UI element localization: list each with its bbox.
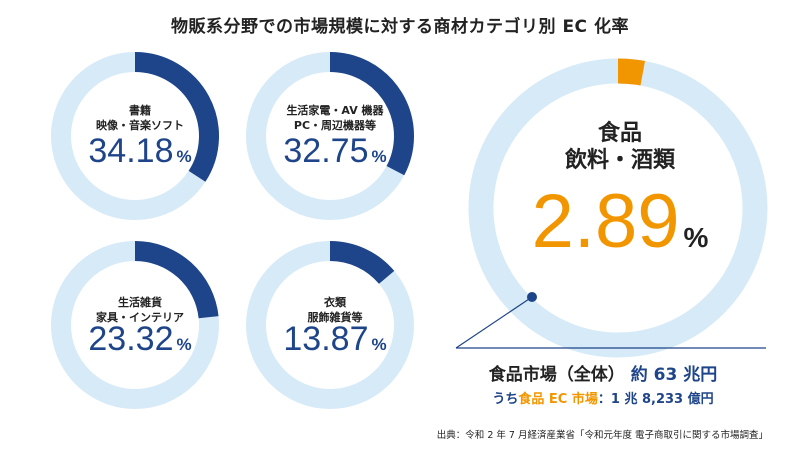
percent-sign: % xyxy=(176,147,192,166)
donut-value: 13.87 xyxy=(283,320,369,358)
food-market-total: 食品市場（全体） 約 63 兆円 xyxy=(458,360,748,385)
source-note: 出典：令和 2 年 7 月経済産業省「令和元年度 電子商取引に関する市場調査」 xyxy=(436,430,768,441)
percent-sign: % xyxy=(371,335,387,354)
donut-arc-2 xyxy=(329,52,414,176)
category-line-1: 衣類 xyxy=(324,296,346,309)
category-line-2: 映像・音楽ソフト xyxy=(96,119,184,132)
donut-arc-3 xyxy=(134,241,219,319)
leader-dot xyxy=(527,292,537,302)
category-line-1: 書籍 xyxy=(129,104,151,117)
market-sub-prefix: うち xyxy=(492,392,519,407)
donut-value: 32.75 xyxy=(283,132,369,170)
donut-category-label: 衣類 服飾雑貨等 xyxy=(255,295,415,325)
category-line-1: 生活雑貨 xyxy=(118,296,162,309)
market-sub-label: 食品 EC 市場 xyxy=(518,392,598,407)
percent-sign: % xyxy=(683,222,709,253)
category-line-2: 服飾雑貨等 xyxy=(307,311,363,324)
percent-sign: % xyxy=(176,335,192,354)
donut-category-label: 生活雑貨 家具・インテリア xyxy=(60,295,220,325)
donut-value-label: 32.75% xyxy=(250,132,420,171)
donut-value-label: 34.18% xyxy=(55,132,225,171)
donut-value: 2.89 xyxy=(531,179,680,264)
category-line-2: 家具・インテリア xyxy=(96,311,184,324)
donut-value: 34.18 xyxy=(88,132,174,170)
big-donut-category-label: 食品 飲料・酒類 xyxy=(520,120,720,174)
donut-arc-4 xyxy=(329,241,395,285)
donut-category-label: 書籍 映像・音楽ソフト xyxy=(60,103,220,133)
category-line-1: 生活家電・AV 機器 xyxy=(286,104,384,117)
donut-value-label: 13.87% xyxy=(250,320,420,359)
percent-sign: % xyxy=(371,147,387,166)
market-label: 食品市場（全体） xyxy=(488,365,625,385)
category-line-2: PC・周辺機器等 xyxy=(293,119,377,132)
chart-title: 物販系分野での市場規模に対する商材カテゴリ別 EC 化率 xyxy=(171,17,629,37)
category-line-2: 飲料・酒類 xyxy=(564,148,675,173)
market-value: 約 63 兆円 xyxy=(630,365,718,385)
leader-line xyxy=(455,296,533,349)
market-sub-value: ：1 兆 8,233 億円 xyxy=(597,392,714,407)
category-line-1: 食品 xyxy=(597,121,642,146)
donut-value: 23.32 xyxy=(88,320,174,358)
donut-arc-1 xyxy=(134,52,219,182)
big-donut-value-label: 2.89% xyxy=(495,178,745,265)
donut-arc-5 xyxy=(617,58,645,86)
food-ec-market: うち食品 EC 市場：1 兆 8,233 億円 xyxy=(458,388,748,407)
donut-category-label: 生活家電・AV 機器 PC・周辺機器等 xyxy=(255,103,415,133)
donut-value-label: 23.32% xyxy=(55,320,225,359)
